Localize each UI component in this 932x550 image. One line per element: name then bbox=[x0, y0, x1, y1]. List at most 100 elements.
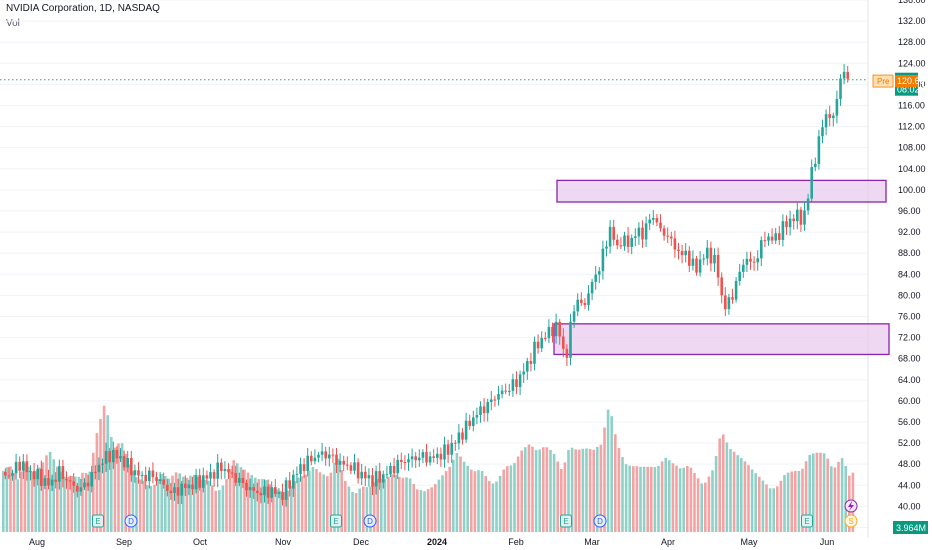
volume-bar bbox=[632, 466, 635, 532]
earnings-marker[interactable]: E bbox=[801, 514, 813, 528]
candle bbox=[288, 480, 291, 489]
dividend-marker[interactable]: D bbox=[363, 514, 377, 528]
volume-bar bbox=[606, 409, 610, 532]
candle bbox=[497, 394, 500, 400]
volume-bar bbox=[502, 469, 505, 532]
volume-bar bbox=[56, 466, 59, 532]
candle bbox=[122, 456, 126, 468]
price-axis[interactable]: 36.0040.0044.0048.0052.0056.0060.0064.00… bbox=[898, 0, 926, 532]
volume-bar bbox=[250, 475, 253, 532]
candle bbox=[767, 236, 770, 241]
earnings-marker[interactable]: E bbox=[92, 514, 104, 528]
candle bbox=[97, 464, 101, 473]
volume-bar bbox=[732, 451, 736, 532]
candle bbox=[72, 481, 75, 486]
volume-bar bbox=[225, 479, 228, 532]
volume-bar bbox=[131, 470, 135, 532]
y-tick-label: 64.00 bbox=[898, 375, 921, 385]
candle bbox=[752, 261, 756, 263]
candle bbox=[299, 464, 302, 474]
candle bbox=[414, 456, 417, 461]
dividend-marker[interactable]: D bbox=[124, 514, 138, 528]
volume-bar bbox=[257, 479, 261, 532]
candle bbox=[533, 341, 536, 364]
candle bbox=[612, 226, 615, 240]
volume-bar bbox=[156, 478, 160, 532]
volume-bar bbox=[149, 486, 153, 532]
premarket-price-label: 120.63 bbox=[897, 76, 925, 86]
candle bbox=[698, 259, 702, 273]
candle bbox=[842, 71, 846, 79]
candles bbox=[4, 64, 849, 507]
chart-title: NVIDIA Corporation, 1D, NASDAQ bbox=[6, 3, 160, 14]
earnings-marker[interactable]: E bbox=[330, 514, 342, 528]
volume-bar bbox=[441, 475, 444, 532]
volume-bar bbox=[275, 489, 279, 532]
marker-label: E bbox=[804, 517, 809, 526]
x-tick-label: Mar bbox=[584, 537, 600, 547]
candle bbox=[90, 471, 93, 487]
candle bbox=[130, 458, 133, 476]
candle bbox=[540, 337, 543, 349]
y-tick-label: 84.00 bbox=[898, 269, 921, 279]
volume-bar bbox=[696, 478, 700, 532]
candle bbox=[644, 223, 648, 240]
volume-bar bbox=[207, 480, 210, 532]
volume-indicator-label: Vol bbox=[6, 18, 20, 29]
volume-bar bbox=[758, 476, 761, 532]
volume-bar bbox=[783, 474, 786, 532]
candle bbox=[410, 456, 414, 460]
volume-bar bbox=[5, 467, 9, 532]
volume-bar bbox=[596, 446, 599, 532]
candle bbox=[209, 472, 212, 479]
candle bbox=[126, 458, 129, 468]
volume-bar bbox=[794, 471, 797, 532]
volume-bar bbox=[660, 461, 664, 532]
candle bbox=[479, 406, 482, 415]
volume-bar bbox=[92, 452, 95, 532]
split-marker[interactable]: S bbox=[844, 514, 858, 528]
volume-bar bbox=[707, 476, 711, 532]
volume-bar bbox=[243, 469, 246, 532]
candle bbox=[572, 311, 576, 322]
candle bbox=[396, 459, 399, 474]
volume-bar bbox=[462, 461, 466, 532]
volume-bar bbox=[729, 449, 732, 532]
volume-bar bbox=[556, 461, 559, 532]
candle bbox=[432, 456, 435, 458]
volume-bar bbox=[113, 447, 117, 532]
marker-label: E bbox=[95, 517, 100, 526]
candle bbox=[806, 198, 810, 211]
volume-bar bbox=[761, 480, 765, 532]
candle bbox=[342, 460, 345, 465]
volume-bar bbox=[264, 480, 268, 532]
candle bbox=[22, 461, 25, 471]
time-axis[interactable]: Aug Sep Oct Nov Dec 2024 Feb Mar Apr May Jun bbox=[29, 537, 834, 547]
candle bbox=[500, 390, 504, 395]
volume-bar bbox=[74, 476, 77, 532]
dividend-icon bbox=[593, 514, 607, 528]
candle bbox=[133, 470, 137, 476]
y-tick-label: 128.00 bbox=[898, 37, 926, 47]
volume-bar bbox=[740, 458, 743, 532]
volume-bar bbox=[498, 475, 502, 532]
candle bbox=[684, 250, 687, 256]
volume-bar bbox=[592, 449, 595, 532]
candle bbox=[605, 246, 608, 249]
x-tick-label: Apr bbox=[661, 537, 675, 547]
volume-bar bbox=[218, 490, 221, 532]
volume-bar bbox=[466, 465, 469, 532]
volume-bar bbox=[488, 481, 491, 532]
volume-bar bbox=[300, 476, 304, 532]
dividend-marker[interactable]: D bbox=[593, 514, 607, 528]
x-tick-label: Jun bbox=[820, 537, 835, 547]
volume-bar bbox=[506, 466, 509, 532]
candle bbox=[810, 167, 813, 199]
volume-bar bbox=[272, 488, 275, 532]
candle bbox=[702, 258, 705, 260]
earnings-marker[interactable]: E bbox=[560, 514, 572, 528]
candle bbox=[544, 337, 547, 339]
volume-bar bbox=[700, 483, 703, 532]
